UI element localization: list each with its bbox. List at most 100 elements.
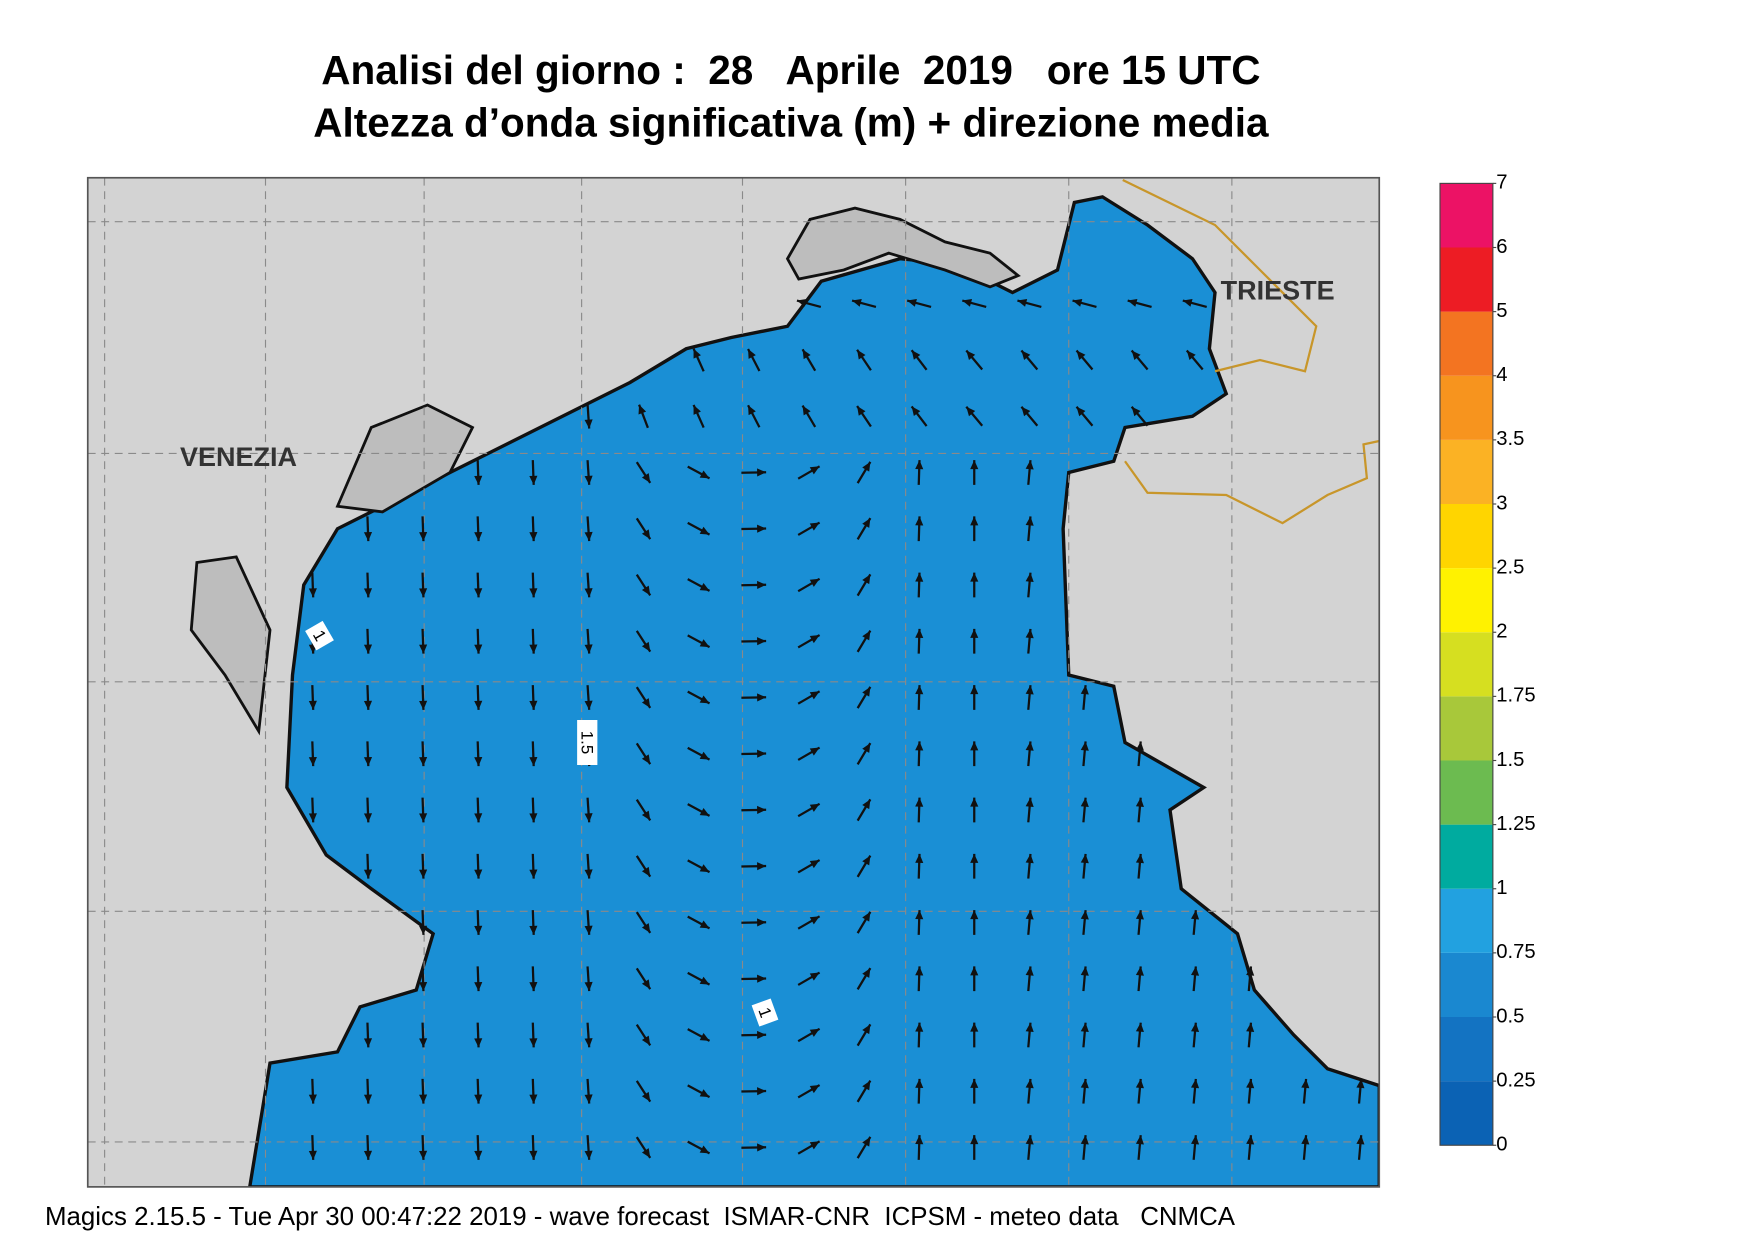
arrow-head [641, 866, 651, 877]
arrow-head [1131, 406, 1141, 417]
arrow-head [584, 700, 593, 710]
arrow-head [748, 405, 756, 416]
arrow-head [641, 754, 651, 765]
arrow-head [809, 1141, 820, 1150]
colorbar-label: 5 [1496, 300, 1507, 322]
arrow-head [1025, 741, 1034, 751]
arrow-head [862, 968, 871, 978]
arrow-head [862, 461, 871, 472]
arrow-head [474, 644, 483, 654]
colorbar-band [1440, 760, 1493, 825]
arrow-head [1025, 685, 1034, 695]
arrow-head [474, 813, 483, 823]
arrow-head [1135, 1022, 1144, 1032]
arrow-head [474, 925, 483, 935]
arrow-head [862, 799, 871, 810]
colorbar-label: 6 [1496, 236, 1507, 258]
arrow-head [584, 1094, 593, 1104]
arrow-head [699, 808, 710, 816]
arrow-head [1186, 350, 1196, 361]
arrow-head [970, 572, 979, 582]
arrow-head [1135, 797, 1144, 807]
arrow-head [584, 981, 593, 992]
arrow-head [308, 588, 317, 598]
arrow-head [529, 925, 538, 935]
arrow-head [796, 298, 807, 307]
arrow-head [757, 524, 767, 533]
arrow-head [970, 910, 979, 920]
arrow-head [862, 1024, 871, 1035]
arrow-head [641, 473, 651, 483]
arrow-head [529, 531, 538, 542]
arrow-head [862, 630, 871, 641]
arrow-head [308, 1094, 317, 1104]
arrow-head [915, 741, 924, 751]
arrow-head [363, 531, 373, 542]
arrow-head [915, 516, 924, 526]
arrow-head [419, 813, 428, 823]
arrow-head [474, 981, 483, 992]
arrow-head [419, 869, 428, 879]
colorbar-label: 2.5 [1496, 556, 1524, 578]
arrow-head [915, 1022, 924, 1032]
arrow-head [699, 751, 710, 760]
arrow-head [529, 981, 538, 992]
arrow-head [641, 810, 651, 821]
arrow-head [1025, 853, 1034, 864]
arrow-head [757, 1087, 767, 1096]
arrow-head [1135, 910, 1144, 920]
arrow-head [1191, 1078, 1200, 1089]
direction-arrows [308, 298, 1365, 1160]
arrow-head [419, 1094, 428, 1104]
colorbar-band [1440, 1017, 1493, 1082]
arrow-head [911, 406, 921, 417]
arrow-head [809, 466, 820, 475]
arrow-head [862, 686, 871, 697]
arrow-head [363, 1094, 373, 1104]
arrow-head [862, 518, 871, 528]
arrow-head [699, 526, 710, 535]
arrow-head [474, 1150, 483, 1160]
arrow-head [641, 1091, 651, 1102]
arrow-head [1080, 1135, 1089, 1145]
arrow-head [641, 529, 651, 540]
arrow-head [1076, 350, 1086, 361]
arrow-head [584, 813, 593, 823]
colorbar-band [1440, 888, 1493, 953]
arrow-head [1246, 1022, 1255, 1032]
arrow-head [1080, 1078, 1089, 1089]
arrow-head [584, 531, 593, 542]
colorbar-label: 4 [1496, 364, 1507, 386]
arrow-head [529, 756, 538, 767]
arrow-head [970, 685, 979, 695]
arrow-head [862, 1136, 871, 1147]
arrow-head [757, 1030, 767, 1039]
arrow-head [699, 695, 710, 704]
arrow-head [1246, 1078, 1255, 1089]
arrow-head [809, 691, 820, 700]
arrow-head [584, 1038, 593, 1048]
arrow-head [809, 860, 820, 869]
arrow-head [809, 1028, 820, 1037]
arrow-head [474, 1038, 483, 1048]
arrow-head [809, 747, 820, 756]
arrow-head [757, 693, 767, 702]
arrow-head [862, 1080, 871, 1091]
arrow-head [699, 920, 710, 929]
arrow-head [363, 644, 373, 654]
arrow-head [852, 298, 862, 307]
place-label: VENEZIA [180, 442, 297, 472]
arrow-head [970, 1135, 979, 1145]
colorbar-band [1440, 375, 1493, 440]
arrow-head [419, 1150, 428, 1160]
arrow-head [757, 637, 767, 646]
contour-label: 1.5 [577, 720, 598, 765]
arrow-head [529, 475, 538, 485]
arrow-head [584, 419, 593, 429]
arrow-head [584, 475, 593, 485]
arrow-head [915, 685, 924, 695]
arrow-head [419, 756, 428, 767]
arrow-head [1025, 516, 1034, 526]
arrow-head [529, 588, 538, 598]
arrow-head [1191, 966, 1200, 976]
